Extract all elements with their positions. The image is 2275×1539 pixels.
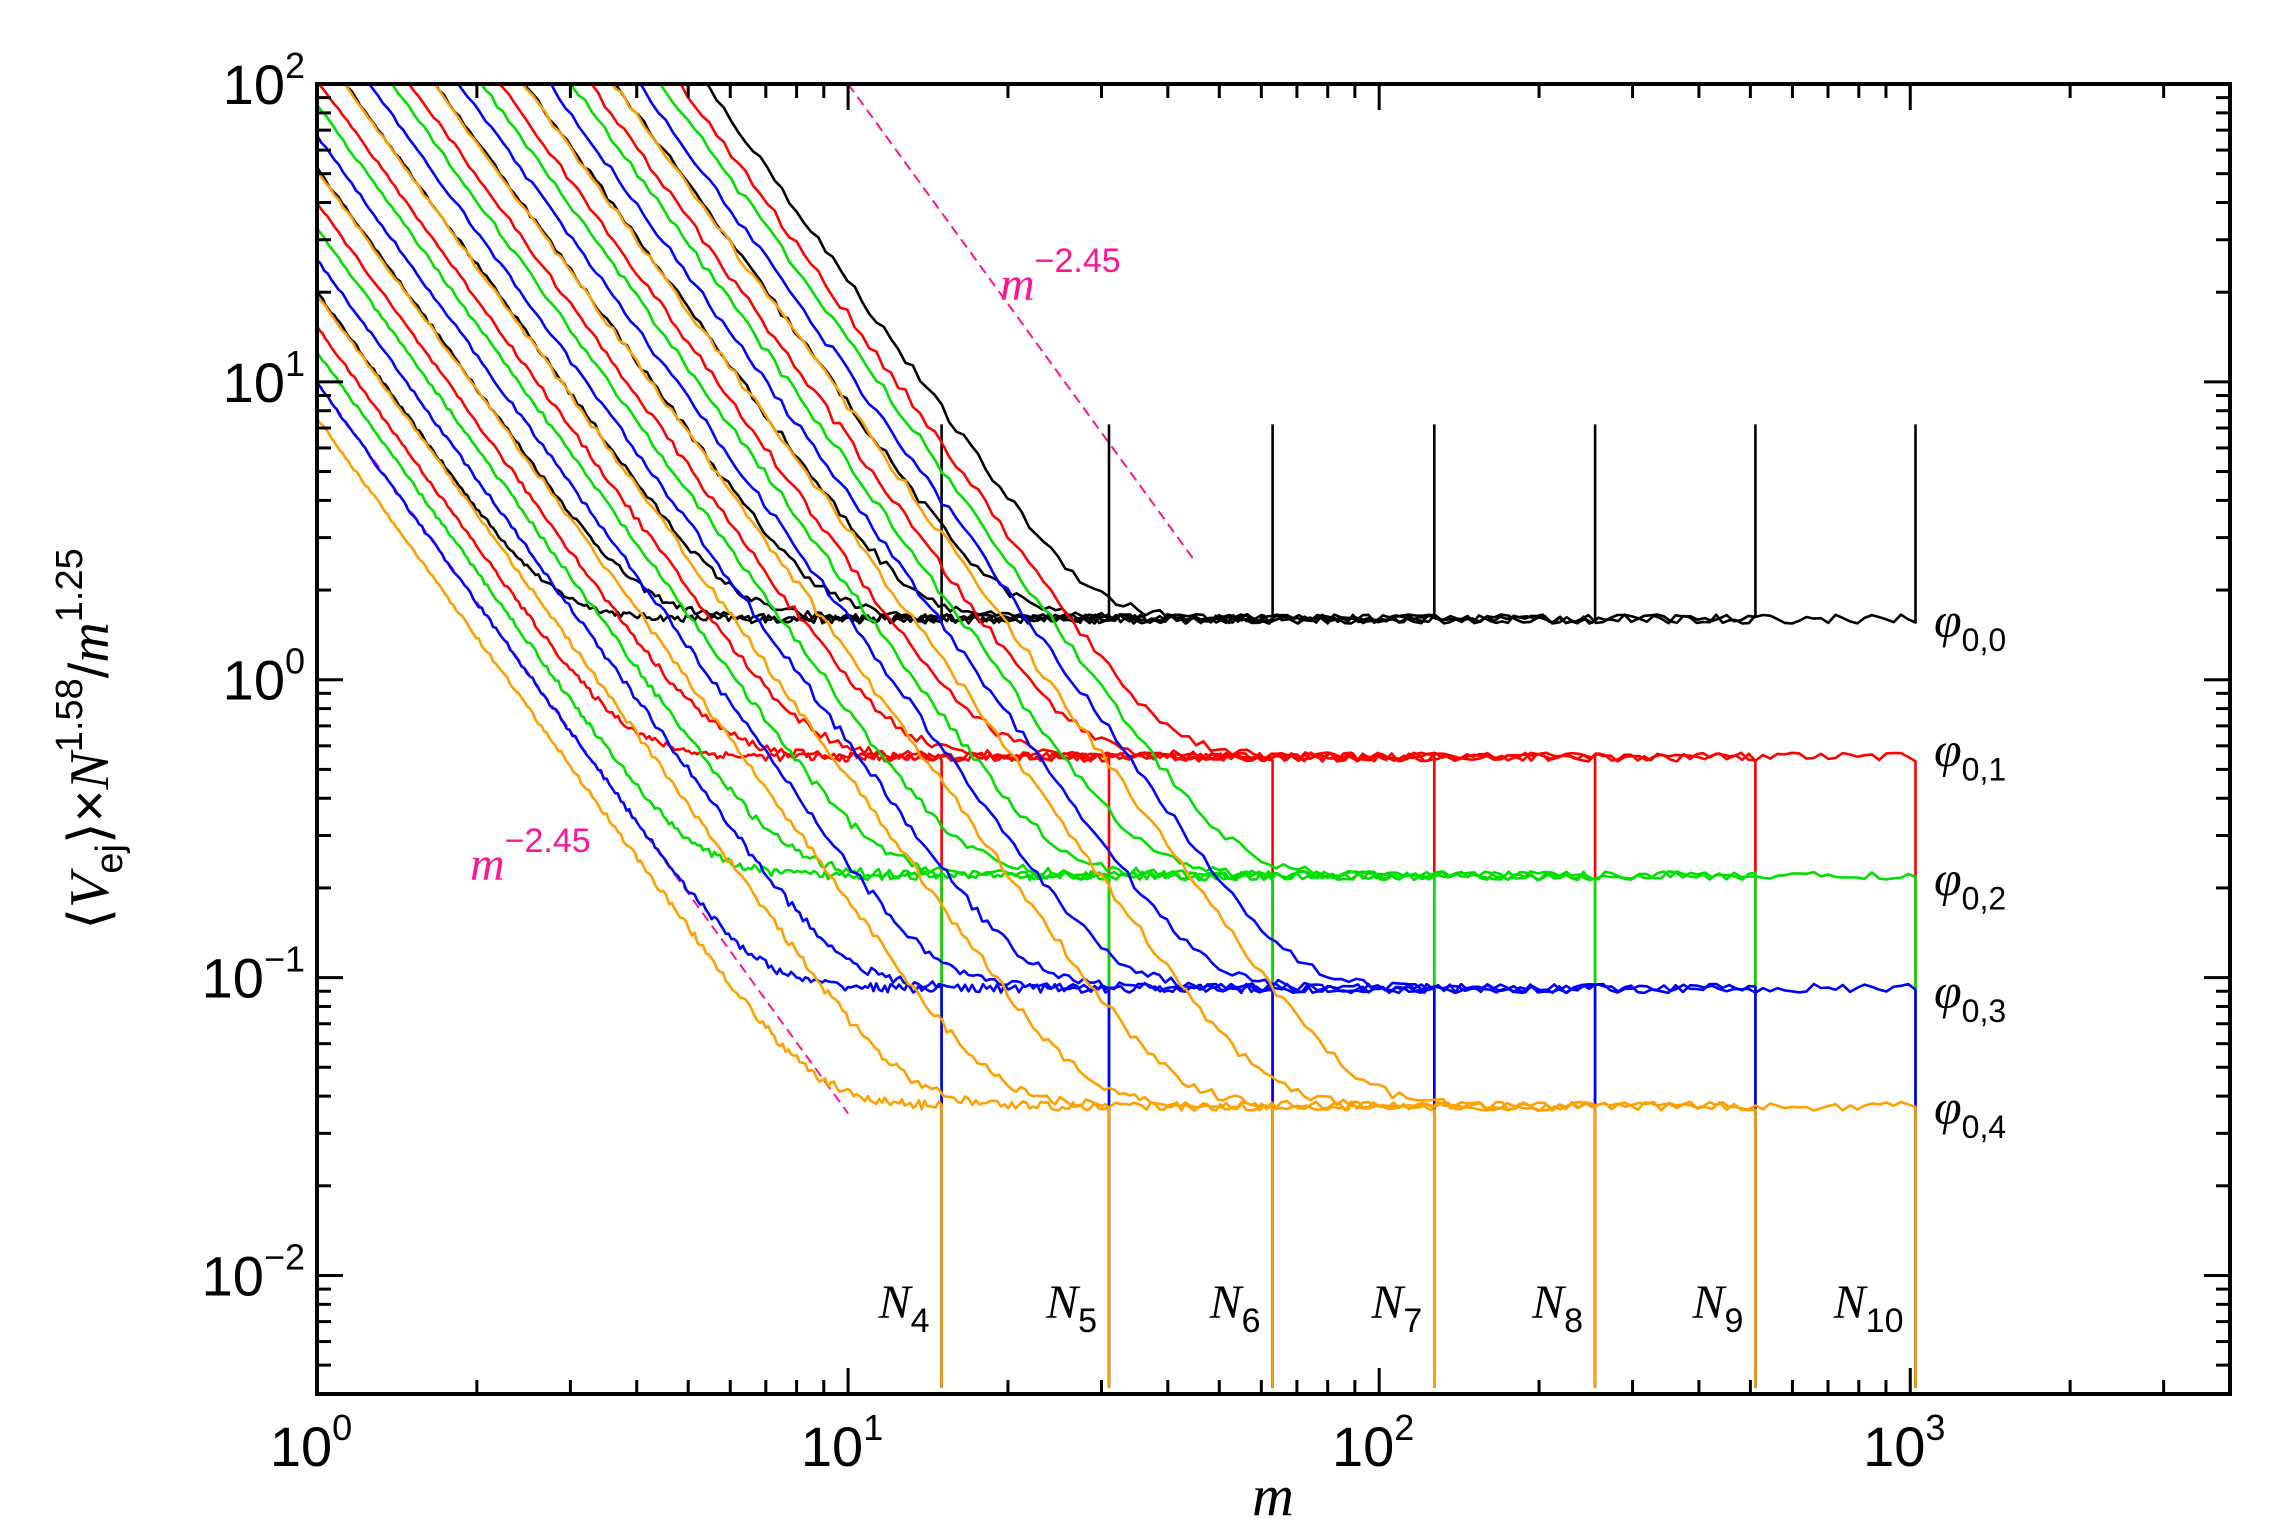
curve-phi_0,1-N6 bbox=[317, 84, 1274, 1388]
x-tick-label: 102 bbox=[1332, 1407, 1414, 1478]
curve-phi_0,4-N9 bbox=[521, 84, 1757, 1388]
y-label-slash: / bbox=[57, 662, 120, 678]
annotations: 100 101 102 103 10−2 10−1 100 101 102 m−2.45 m−2.4… bbox=[202, 45, 2007, 1478]
y-label-sub: ej bbox=[89, 844, 131, 874]
y-axis-label: ⟨Vej⟩×N1.58/m1.25 bbox=[49, 548, 131, 930]
curve-phi_0,1-N4 bbox=[317, 325, 943, 1388]
curve-phi_0,1-N8 bbox=[498, 84, 1597, 1388]
curve-phi_0,3-N9 bbox=[549, 84, 1757, 1388]
family-label-phi_0,1: φ0,1 bbox=[1934, 721, 2006, 787]
axis-ticks bbox=[315, 82, 2232, 1396]
family-label-phi_0,3: φ0,3 bbox=[1934, 963, 2006, 1029]
y-label-sup2: 1.25 bbox=[49, 548, 91, 622]
size-label-N4: N4 bbox=[878, 1276, 930, 1340]
y-label-sup: 1.58 bbox=[49, 678, 91, 752]
size-label-N8: N8 bbox=[1531, 1276, 1583, 1340]
x-tick-label: 101 bbox=[801, 1407, 883, 1478]
curve-phi_0,1-N9 bbox=[589, 84, 1757, 1388]
curve-phi_0,2-N10 bbox=[658, 84, 1917, 1388]
guide-label-0: m−2.45 bbox=[470, 822, 591, 891]
curve-phi_0,0-N10 bbox=[704, 84, 1917, 625]
curve-phi_0,2-N4 bbox=[317, 351, 943, 1388]
guide-label-1: m−2.45 bbox=[1000, 242, 1121, 311]
curve-phi_0,0-N5 bbox=[317, 166, 1111, 625]
guide-line-1 bbox=[847, 84, 1196, 562]
curve-phi_0,1-N5 bbox=[317, 202, 1111, 1388]
size-label-N7: N7 bbox=[1370, 1276, 1422, 1340]
data-curves bbox=[317, 84, 1917, 1388]
family-label-phi_0,0: φ0,0 bbox=[1934, 592, 2006, 658]
curve-phi_0,1-N7 bbox=[407, 84, 1436, 1388]
curve-phi_0,2-N6 bbox=[317, 103, 1274, 1388]
x-tick-label: 103 bbox=[1863, 1407, 1945, 1478]
y-label-var3: m bbox=[59, 622, 121, 662]
size-label-N10: N10 bbox=[1833, 1276, 1904, 1340]
family-label-phi_0,4: φ0,4 bbox=[1934, 1079, 2006, 1145]
curve-phi_0,4-N4 bbox=[317, 417, 943, 1388]
svg-text:⟨Vej⟩×N1.58/m1.25: ⟨Vej⟩×N1.58/m1.25 bbox=[49, 548, 131, 930]
y-tick-label: 100 bbox=[223, 641, 305, 712]
curve-phi_0,4-N5 bbox=[317, 294, 1111, 1388]
curve-phi_0,3-N5 bbox=[317, 259, 1111, 1388]
curve-phi_0,0-N9 bbox=[613, 84, 1757, 625]
curve-phi_0,2-N8 bbox=[479, 84, 1597, 1388]
size-label-N5: N5 bbox=[1045, 1276, 1097, 1340]
family-label-phi_0,2: φ0,2 bbox=[1934, 851, 2006, 917]
x-axis-label: m bbox=[1252, 1463, 1294, 1528]
curve-phi_0,3-N7 bbox=[367, 84, 1436, 1388]
curve-phi_0,1-N10 bbox=[679, 84, 1917, 1388]
curve-phi_0,3-N8 bbox=[456, 84, 1597, 1388]
y-tick-label: 102 bbox=[223, 45, 305, 116]
y-label-var: V bbox=[59, 868, 121, 908]
plot-frame bbox=[315, 82, 2232, 1396]
y-label-close: ⟩× bbox=[57, 790, 120, 845]
curve-phi_0,3-N4 bbox=[317, 382, 943, 1388]
y-tick-label: 101 bbox=[223, 343, 305, 414]
curve-phi_0,2-N7 bbox=[390, 84, 1436, 1388]
curve-phi_0,4-N10 bbox=[610, 84, 1917, 1388]
curve-phi_0,4-N6 bbox=[317, 170, 1274, 1388]
curve-phi_0,2-N9 bbox=[568, 84, 1757, 1388]
y-tick-label: 10−1 bbox=[202, 939, 305, 1010]
curve-phi_0,3-N10 bbox=[639, 84, 1917, 1388]
y-tick-label: 10−2 bbox=[202, 1236, 305, 1307]
y-label-open: ⟨ bbox=[57, 908, 120, 930]
x-tick-label: 100 bbox=[270, 1407, 352, 1478]
size-label-N6: N6 bbox=[1209, 1276, 1261, 1340]
size-label-N9: N9 bbox=[1691, 1276, 1743, 1340]
y-label-var2: N bbox=[59, 750, 121, 791]
curve-phi_0,4-N8 bbox=[432, 84, 1597, 1388]
curve-phi_0,4-N7 bbox=[343, 84, 1436, 1388]
